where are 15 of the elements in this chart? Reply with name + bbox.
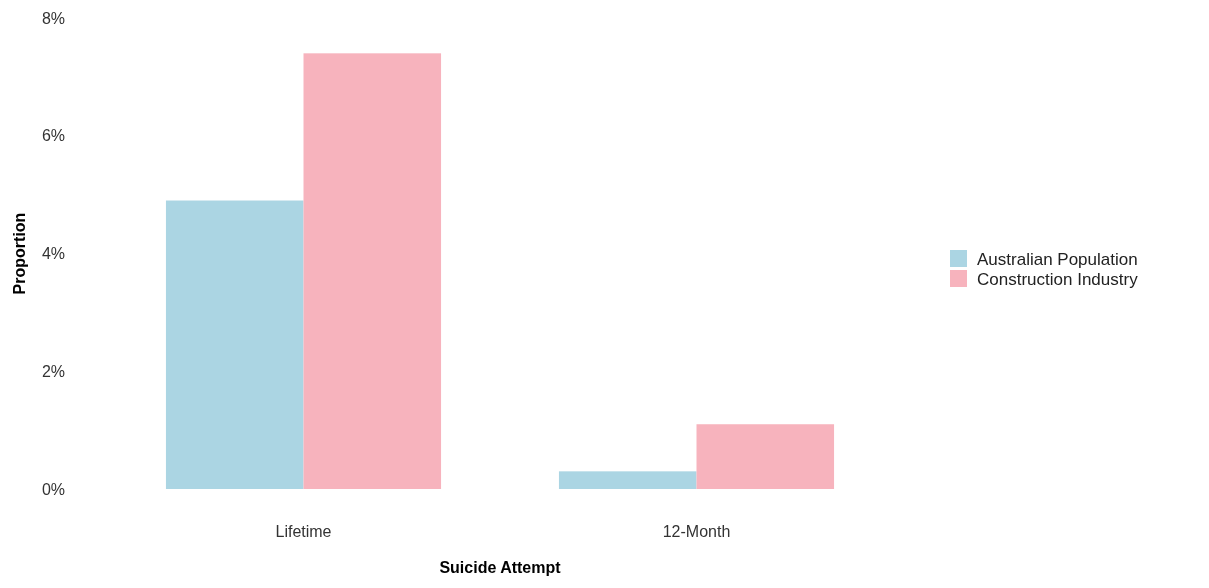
y-tick-label: 0% [41, 480, 65, 498]
x-axis-title: Suicide Attempt [439, 559, 562, 576]
legend-label: Construction Industry [977, 269, 1139, 289]
bar [303, 53, 442, 489]
x-tick-label: 12-Month [662, 523, 731, 540]
y-tick-label: 4% [41, 245, 65, 263]
legend-label: Australian Population [977, 249, 1138, 269]
y-tick-label: 6% [41, 127, 65, 145]
y-tick-label: 2% [41, 362, 65, 380]
bar [696, 424, 835, 489]
y-tick-label: 8% [41, 9, 65, 27]
bar [558, 471, 697, 489]
x-tick-label: Lifetime [275, 523, 332, 540]
bar [165, 200, 304, 489]
y-axis-title: Proportion [11, 212, 28, 295]
